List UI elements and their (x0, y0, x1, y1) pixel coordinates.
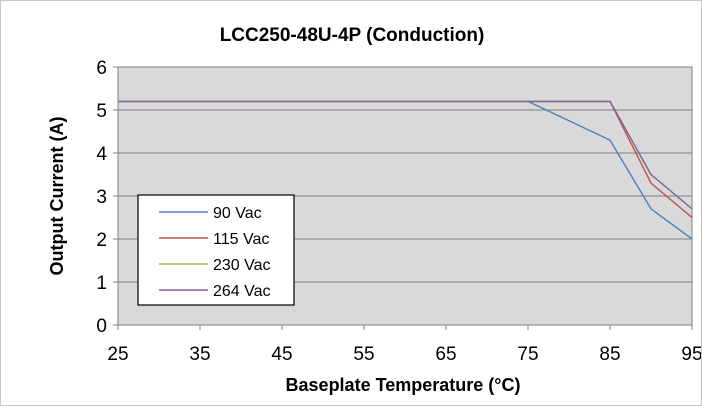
legend-items: 90 Vac 115 Vac 230 Vac 264 Vac (159, 205, 271, 300)
legend-label-2: 115 Vac (213, 231, 269, 248)
y-tick-label: 5 (96, 101, 107, 122)
legend-label-3: 230 Vac (213, 257, 271, 274)
chart-title: LCC250-48U-4P (Conduction) (220, 25, 485, 46)
x-tick-label: 25 (107, 344, 128, 365)
y-tick-label: 2 (96, 230, 107, 251)
y-tick-label: 0 (96, 316, 107, 337)
legend: 90 Vac 115 Vac 230 Vac 264 Vac (137, 194, 295, 306)
y-tick-label: 6 (96, 58, 107, 79)
y-tick-label: 4 (96, 144, 107, 165)
y-tick-label: 1 (96, 273, 107, 294)
y-axis-label: Output Current (A) (47, 117, 67, 276)
y-tick-label: 3 (96, 187, 107, 208)
x-tick-label: 65 (435, 344, 456, 365)
x-tick-label: 55 (353, 344, 374, 365)
x-axis-label: Baseplate Temperature (°C) (286, 375, 521, 395)
legend-label-1: 90 Vac (213, 205, 262, 222)
x-tick-label: 35 (189, 344, 210, 365)
legend-box (137, 194, 295, 306)
x-tick-label: 95 (681, 344, 701, 365)
x-tick-label: 75 (517, 344, 538, 365)
legend-label-4: 264 Vac (213, 283, 271, 300)
series-line-4 (118, 100, 693, 210)
x-tick-label: 45 (271, 344, 292, 365)
series-layer (118, 100, 693, 240)
x-tick-label: 85 (599, 344, 620, 365)
